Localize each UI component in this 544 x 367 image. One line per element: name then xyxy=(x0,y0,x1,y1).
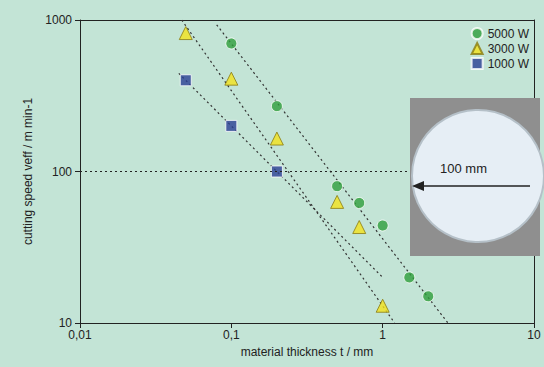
svg-text:10: 10 xyxy=(58,316,72,330)
svg-text:1: 1 xyxy=(379,328,386,342)
svg-text:0,1: 0,1 xyxy=(223,328,240,342)
svg-text:1000: 1000 xyxy=(45,13,72,27)
svg-text:0,01: 0,01 xyxy=(68,328,92,342)
svg-text:5000 W: 5000 W xyxy=(488,27,530,41)
svg-text:10: 10 xyxy=(527,328,541,342)
svg-text:3000 W: 3000 W xyxy=(488,42,530,56)
svg-text:cutting speed veff / m min-1: cutting speed veff / m min-1 xyxy=(21,98,35,246)
svg-text:1000 W: 1000 W xyxy=(488,57,530,71)
svg-text:100: 100 xyxy=(52,165,72,179)
svg-text:material thickness t / mm: material thickness t / mm xyxy=(241,345,374,359)
svg-text:100 mm: 100 mm xyxy=(440,161,487,176)
